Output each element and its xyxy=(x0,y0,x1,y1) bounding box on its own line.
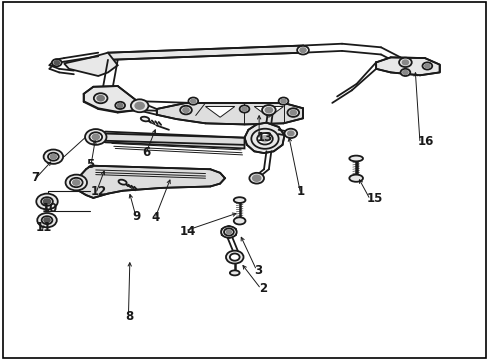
Circle shape xyxy=(297,46,308,54)
Circle shape xyxy=(287,131,293,135)
Circle shape xyxy=(422,62,431,69)
Ellipse shape xyxy=(229,270,239,275)
Circle shape xyxy=(224,228,233,235)
Circle shape xyxy=(65,175,87,190)
Ellipse shape xyxy=(141,117,149,121)
Circle shape xyxy=(290,111,296,115)
Circle shape xyxy=(262,105,275,115)
Circle shape xyxy=(398,58,411,67)
Circle shape xyxy=(221,226,236,238)
Circle shape xyxy=(52,59,61,66)
Polygon shape xyxy=(64,53,118,76)
Circle shape xyxy=(50,154,56,159)
Circle shape xyxy=(94,93,107,103)
Circle shape xyxy=(115,102,125,109)
Text: 16: 16 xyxy=(417,135,433,148)
Circle shape xyxy=(281,99,285,103)
Circle shape xyxy=(239,105,249,113)
Text: 4: 4 xyxy=(152,211,160,224)
Text: 9: 9 xyxy=(132,210,141,223)
Polygon shape xyxy=(83,86,137,112)
Circle shape xyxy=(188,98,198,105)
Text: 15: 15 xyxy=(366,192,382,205)
Circle shape xyxy=(278,98,288,105)
Text: 14: 14 xyxy=(180,225,196,238)
Ellipse shape xyxy=(233,217,245,225)
Circle shape xyxy=(284,129,297,138)
Polygon shape xyxy=(244,123,284,153)
Circle shape xyxy=(43,149,63,164)
Text: 11: 11 xyxy=(36,221,52,234)
Circle shape xyxy=(402,60,407,64)
Circle shape xyxy=(225,251,243,264)
Circle shape xyxy=(73,180,80,185)
Circle shape xyxy=(43,199,50,204)
Text: 6: 6 xyxy=(142,145,150,158)
Text: 7: 7 xyxy=(31,171,39,184)
Circle shape xyxy=(257,133,272,144)
Circle shape xyxy=(287,108,299,117)
Polygon shape xyxy=(375,57,439,75)
Text: 2: 2 xyxy=(259,282,267,295)
Text: 13: 13 xyxy=(256,131,272,144)
Circle shape xyxy=(229,253,239,261)
Circle shape xyxy=(249,173,264,184)
Circle shape xyxy=(424,64,429,68)
Text: 8: 8 xyxy=(125,310,133,324)
Text: 12: 12 xyxy=(91,185,107,198)
Text: 1: 1 xyxy=(297,185,305,198)
Circle shape xyxy=(37,213,57,227)
Circle shape xyxy=(118,104,122,107)
Circle shape xyxy=(41,216,52,224)
Circle shape xyxy=(300,48,305,52)
Ellipse shape xyxy=(348,156,362,161)
Polygon shape xyxy=(108,45,303,60)
Circle shape xyxy=(400,69,409,76)
Polygon shape xyxy=(221,226,236,238)
Circle shape xyxy=(252,175,260,181)
Polygon shape xyxy=(98,132,244,148)
Circle shape xyxy=(70,178,82,187)
Circle shape xyxy=(251,129,278,149)
Circle shape xyxy=(265,108,272,113)
Circle shape xyxy=(402,71,407,74)
Circle shape xyxy=(85,129,106,145)
Circle shape xyxy=(180,106,191,114)
Circle shape xyxy=(242,107,246,111)
Circle shape xyxy=(97,96,104,101)
Ellipse shape xyxy=(118,180,126,185)
Circle shape xyxy=(54,61,59,64)
Ellipse shape xyxy=(348,175,362,182)
Circle shape xyxy=(48,153,59,161)
Polygon shape xyxy=(157,103,303,125)
Ellipse shape xyxy=(233,197,245,203)
Text: 3: 3 xyxy=(254,264,262,277)
Polygon shape xyxy=(205,107,234,117)
Circle shape xyxy=(190,99,195,103)
Circle shape xyxy=(261,136,268,141)
Circle shape xyxy=(44,218,50,222)
Polygon shape xyxy=(254,107,283,117)
Circle shape xyxy=(36,194,58,210)
Circle shape xyxy=(226,230,231,234)
Circle shape xyxy=(89,132,102,141)
Circle shape xyxy=(131,99,148,112)
Text: 5: 5 xyxy=(86,158,94,171)
Circle shape xyxy=(92,134,99,139)
Circle shape xyxy=(183,108,188,112)
Polygon shape xyxy=(79,166,224,198)
Text: 10: 10 xyxy=(42,202,58,215)
Circle shape xyxy=(41,197,53,206)
Circle shape xyxy=(135,103,144,109)
